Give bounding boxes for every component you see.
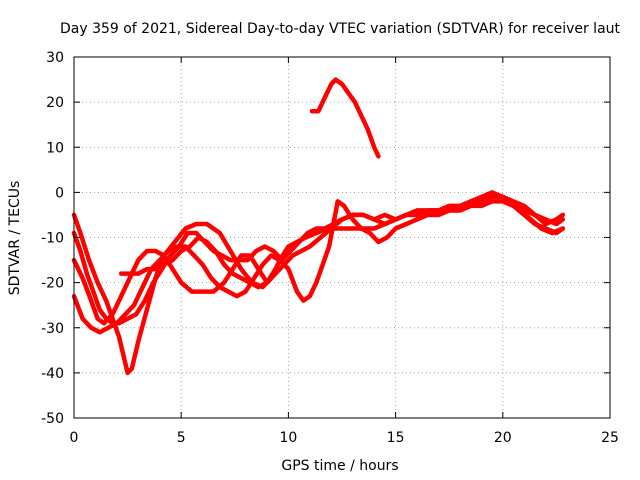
series-track-c [71, 199, 566, 335]
x-axis-label: GPS time / hours [281, 458, 398, 474]
grid [74, 57, 610, 418]
series-track-f [309, 77, 381, 159]
y-tick-label: 10 [46, 140, 64, 156]
y-tick-label: -10 [41, 231, 64, 247]
chart-title: Day 359 of 2021, Sidereal Day-to-day VTE… [60, 21, 621, 37]
series-layer [71, 77, 566, 376]
x-tick-label: 10 [279, 430, 297, 446]
y-tick-label: 0 [55, 185, 64, 201]
series-track-a [71, 194, 566, 376]
y-axis-label: SDTVAR / TECUs [7, 181, 23, 296]
series-track-d [71, 190, 566, 326]
y-tick-label: -40 [41, 366, 64, 382]
y-tick-label: -50 [41, 411, 64, 427]
x-tick-label: 0 [70, 430, 79, 446]
x-tick-label: 20 [494, 430, 512, 446]
x-tick-label: 5 [177, 430, 186, 446]
x-tick-label: 15 [387, 430, 405, 446]
y-tick-label: 30 [46, 50, 64, 66]
y-tick-label: -20 [41, 276, 64, 292]
y-tick-label: 20 [46, 95, 64, 111]
y-tick-label: -30 [41, 321, 64, 337]
ticks: 0 5 10 15 20 25 -50 -40 -30 -20 -10 0 10 20 30 [41, 50, 619, 446]
series-track-e [118, 235, 278, 290]
x-tick-label: 25 [601, 430, 619, 446]
